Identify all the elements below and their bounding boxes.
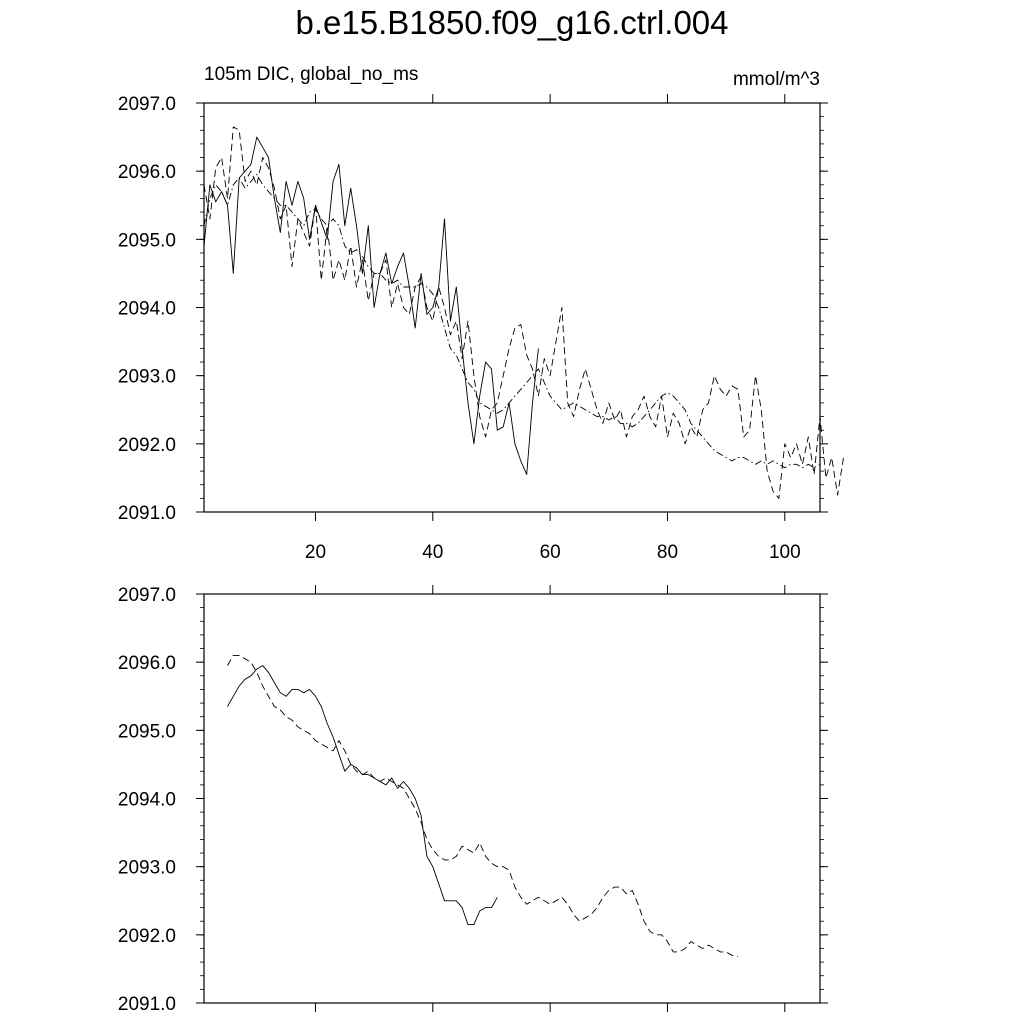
y-tick-label: 2096.0: [118, 162, 176, 183]
plot-frame: [203, 593, 821, 1004]
y-tick-label: 2093.0: [118, 367, 176, 388]
chart-subtitle: 105m DIC, global_no_ms: [204, 64, 419, 85]
series-line-dashed: [203, 126, 844, 499]
y-tick-label: 2092.0: [118, 926, 176, 947]
y-tick-label: 2091.0: [118, 503, 176, 524]
units-label: mmol/m^3: [732, 69, 820, 90]
y-tick-label: 2095.0: [118, 230, 176, 251]
chart-title: b.e15.B1850.f09_g16.ctrl.004: [295, 4, 729, 41]
x-tick-label: 40: [422, 542, 443, 563]
x-tick-label: 60: [540, 542, 561, 563]
x-tick-label: 20: [305, 542, 326, 563]
y-tick-label: 2093.0: [118, 858, 176, 879]
series-line-dash-dot: [203, 174, 821, 469]
series-line-solid: [203, 136, 539, 475]
top-plot-panel: 2091.0 2092.0 2093.0 2094.0 2095.0 2096.0 2097…: [118, 94, 844, 563]
series-line-solid: [227, 665, 498, 926]
y-tick-label: 2097.0: [118, 585, 176, 606]
x-tick-label: 100: [769, 542, 801, 563]
x-tick-label: 80: [657, 542, 678, 563]
plot-frame: [203, 102, 821, 513]
y-tick-label: 2094.0: [118, 299, 176, 320]
y-tick-label: 2092.0: [118, 435, 176, 456]
y-tick-label: 2091.0: [118, 994, 176, 1015]
bottom-plot-panel: 2091.0 2092.0 2093.0 2094.0 2095.0 2096.0 2097…: [118, 585, 828, 1015]
y-tick-label: 2095.0: [118, 721, 176, 742]
series-line-dashed: [227, 654, 738, 958]
y-tick-label: 2094.0: [118, 790, 176, 811]
y-tick-label: 2096.0: [118, 653, 176, 674]
y-tick-label: 2097.0: [118, 94, 176, 115]
